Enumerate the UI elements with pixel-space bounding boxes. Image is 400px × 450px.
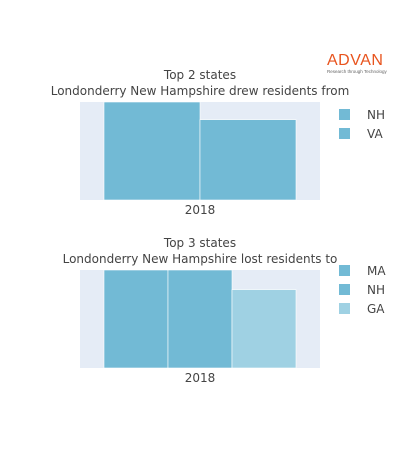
logo-wordmark: ADVAN [327,52,384,69]
logo-tagline: Research through Technology [327,69,387,74]
chart-2-title: Top 3 states [163,236,237,250]
legend-swatch [339,109,350,120]
legend-swatch [339,265,350,276]
bar-va [199,119,297,201]
legend-label: NH [367,108,385,122]
bar-nh [103,102,201,201]
bar-nh [167,270,233,369]
bar-ma [103,270,169,369]
chart-1-title: Top 2 states [163,68,237,82]
legend-label: NH [367,283,385,297]
bar-ga [231,289,297,369]
chart-2-plot: 2018 [80,270,320,385]
legend-swatch [339,303,350,314]
advan-logo: ADVAN Research through Technology [327,53,395,77]
chart-1-subtitle: Londonderry New Hampshire drew residents… [50,84,350,98]
legend-swatch [339,284,350,295]
legend-swatch [339,128,350,139]
x-tick-label: 2018 [185,203,216,217]
legend-label: GA [367,302,385,316]
legend-label: VA [367,127,383,141]
chart-2-subtitle: Londonderry New Hampshire lost residents… [62,252,338,266]
chart-1-plot: 2018 [80,102,320,217]
legend-label: MA [367,264,386,278]
x-tick-label: 2018 [185,371,216,385]
